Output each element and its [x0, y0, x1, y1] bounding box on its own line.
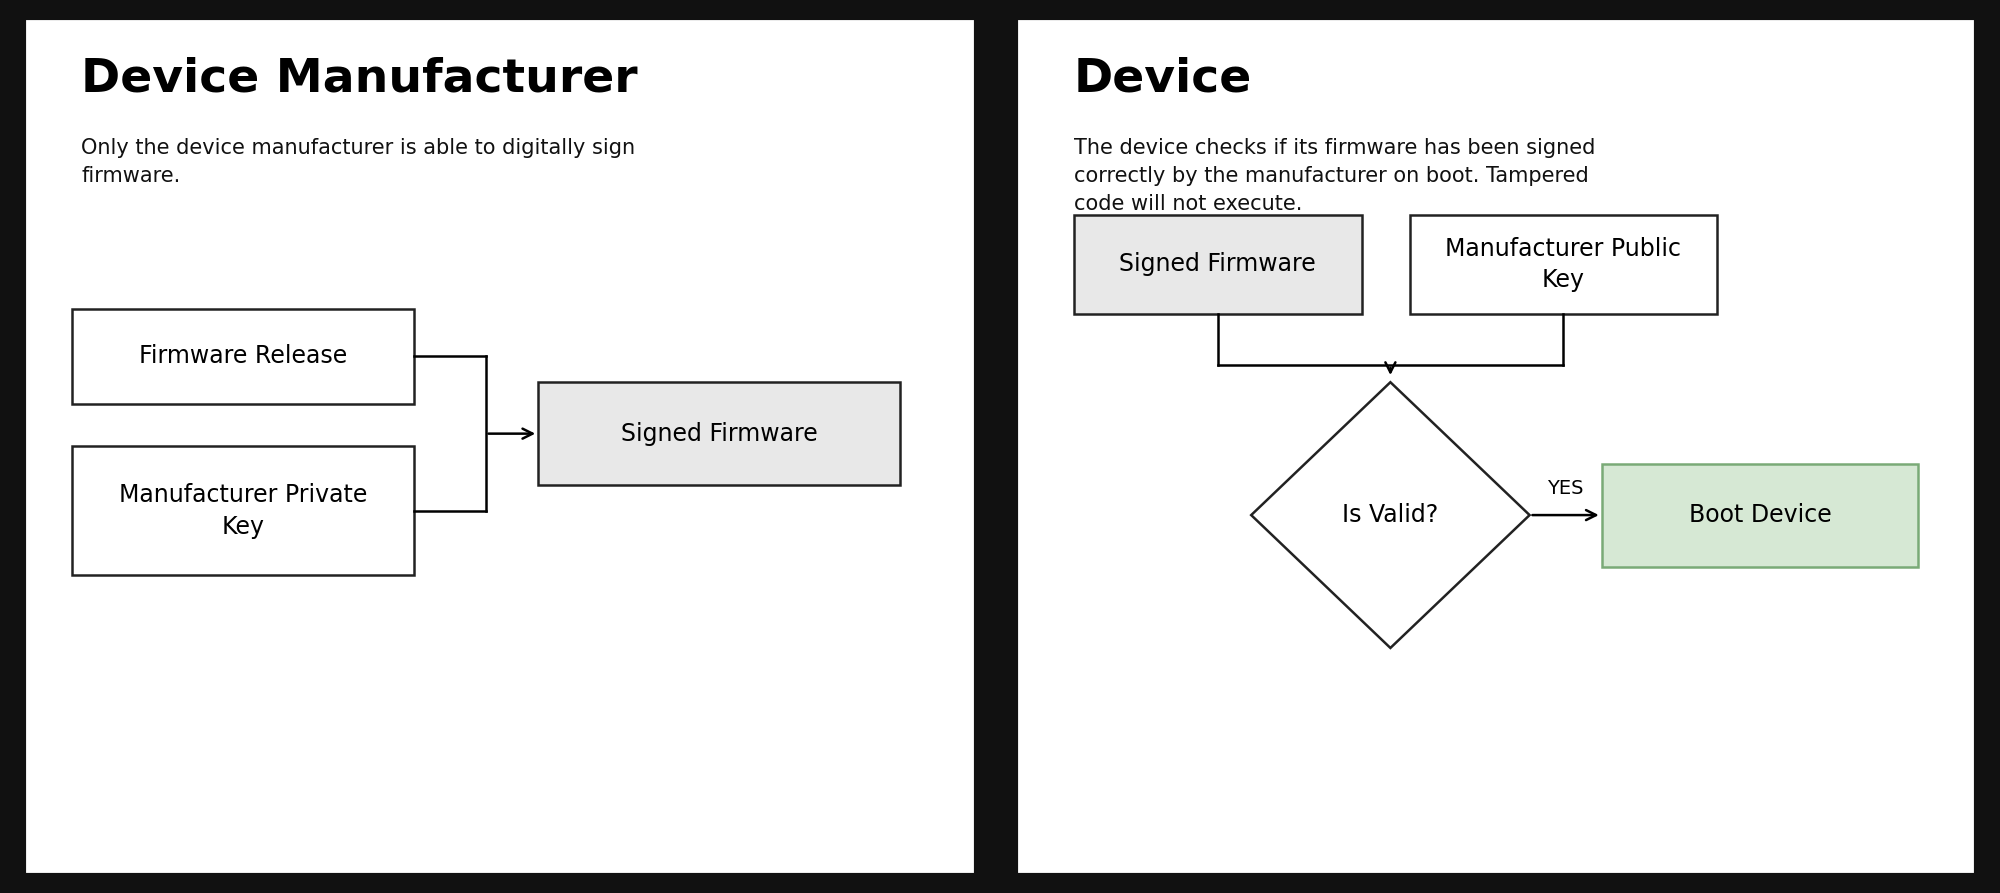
FancyBboxPatch shape [72, 446, 414, 575]
FancyBboxPatch shape [1410, 215, 1716, 313]
Text: Boot Device: Boot Device [1688, 503, 1832, 527]
Text: Only the device manufacturer is able to digitally sign
firmware.: Only the device manufacturer is able to … [82, 138, 636, 186]
Text: Device: Device [1074, 56, 1252, 102]
Text: Signed Firmware: Signed Firmware [620, 421, 818, 446]
Text: Manufacturer Public
Key: Manufacturer Public Key [1446, 237, 1682, 292]
Text: The device checks if its firmware has been signed
correctly by the manufacturer : The device checks if its firmware has be… [1074, 138, 1594, 214]
Text: Manufacturer Private
Key: Manufacturer Private Key [118, 483, 368, 538]
Text: Device Manufacturer: Device Manufacturer [82, 56, 638, 102]
FancyBboxPatch shape [1074, 215, 1362, 313]
Polygon shape [1252, 382, 1530, 648]
FancyBboxPatch shape [1016, 18, 1976, 875]
Text: YES: YES [1548, 479, 1584, 498]
Text: Firmware Release: Firmware Release [138, 345, 348, 369]
FancyBboxPatch shape [72, 309, 414, 404]
FancyBboxPatch shape [538, 382, 900, 485]
Text: Is Valid?: Is Valid? [1342, 503, 1438, 527]
Text: Signed Firmware: Signed Firmware [1120, 253, 1316, 276]
FancyBboxPatch shape [24, 18, 976, 875]
FancyBboxPatch shape [1602, 463, 1918, 566]
